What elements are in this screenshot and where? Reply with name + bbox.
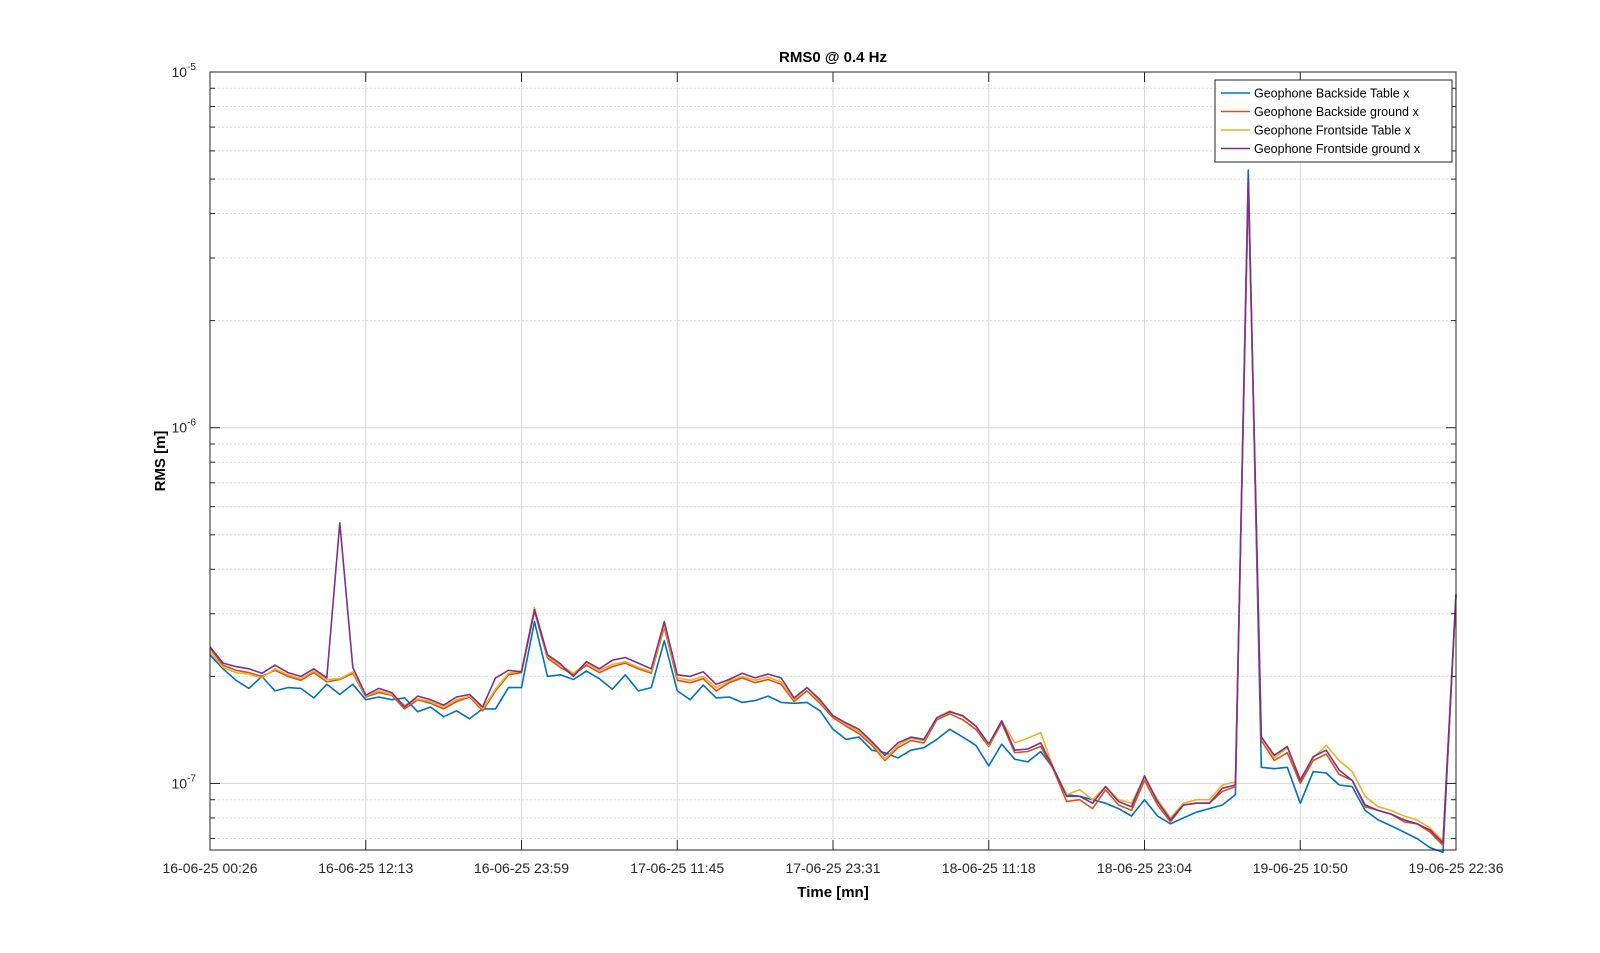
legend-box [1214,79,1453,163]
x-tick-label: 17-06-25 23:31 [786,860,881,876]
y-axis-label: RMS [m] [152,431,169,492]
legend-label: Geophone Backside ground x [1254,105,1419,119]
x-tick-label: 16-06-25 23:59 [474,860,569,876]
legend-label: Geophone Frontside Table x [1254,124,1412,138]
x-axis-label: Time [mn] [797,884,868,901]
x-tick-labels: 16-06-25 00:26 16-06-25 12:13 16-06-25 23:… [163,860,1504,876]
grid-lines [210,71,1456,850]
x-tick-label: 16-06-25 00:26 [163,860,258,876]
x-tick-label: 19-06-25 22:36 [1409,860,1504,876]
x-tick-label: 17-06-25 11:45 [630,860,724,876]
legend: Geophone Backside Table x Geophone Backsi… [1214,79,1453,163]
x-tick-label: 16-06-25 12:13 [318,860,413,876]
series-line-4 [209,178,1457,844]
y-tick-labels: 10-7 10-6 10-5 [172,62,197,791]
y-tick-label: 10-7 [172,773,197,791]
x-tick-label: 18-06-25 23:04 [1097,860,1192,876]
y-tick-label: 10-6 [172,418,197,436]
legend-label: Geophone Backside Table x [1254,87,1410,101]
y-tick-label: 10-5 [172,62,197,80]
x-tick-label: 18-06-25 11:18 [942,860,1036,876]
x-tick-label: 19-06-25 10:50 [1253,860,1348,876]
series-line-1 [209,169,1457,854]
chart-title: RMS0 @ 0.4 Hz [779,49,887,66]
series-layer [209,169,1457,854]
legend-label: Geophone Frontside ground x [1254,142,1421,156]
